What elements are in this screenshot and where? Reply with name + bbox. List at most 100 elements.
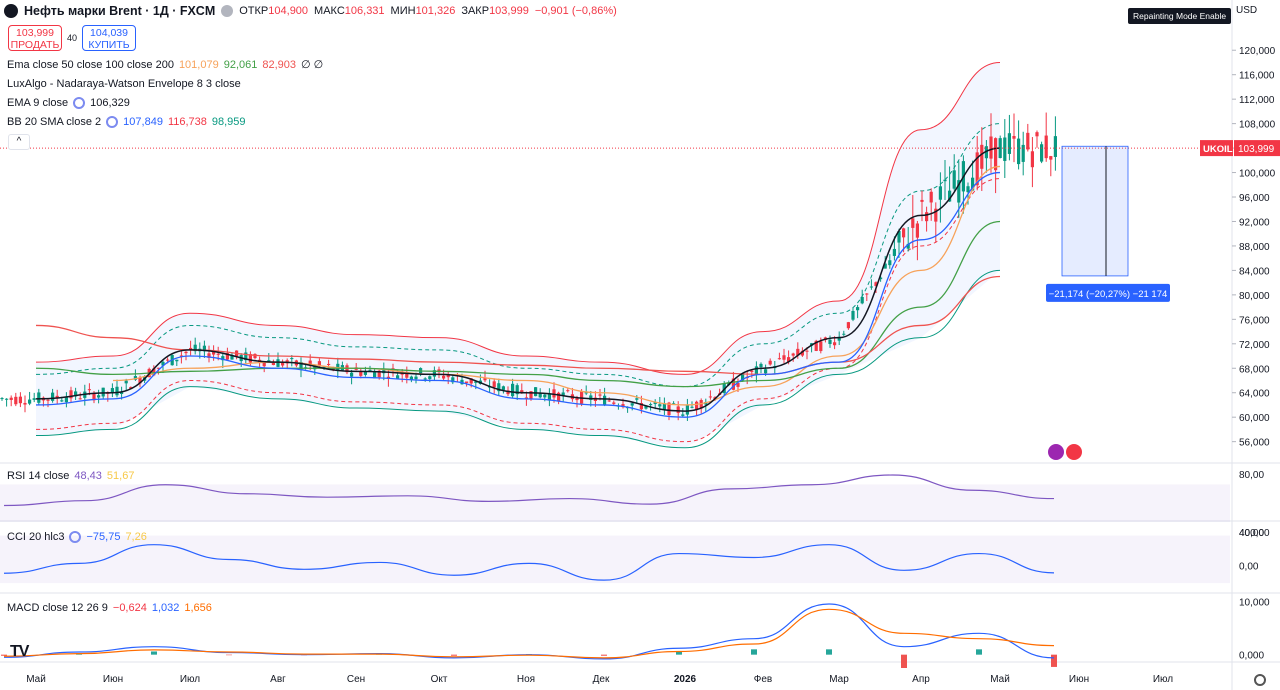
x-tick-label: Фев <box>754 674 772 685</box>
macd-histogram-bar <box>601 654 607 656</box>
y-tick-label: 56,000 <box>1239 438 1270 449</box>
cci-line-0 <box>3 544 1055 581</box>
x-tick-label: Окт <box>431 674 448 685</box>
candle-body <box>690 406 694 408</box>
macd-histogram-bar <box>151 651 157 655</box>
candle-body <box>64 397 68 403</box>
symbol-title[interactable]: Нефть марки Brent · 1Д · FXCM <box>24 4 216 18</box>
settings-icon[interactable] <box>69 531 82 543</box>
candle-body <box>796 348 800 356</box>
candle-body <box>621 404 625 408</box>
chart-header: Нефть марки Brent · 1Д · FXCM ОТКР 104,90… <box>4 4 617 18</box>
candle-body <box>741 374 745 381</box>
candle-body <box>1003 137 1007 161</box>
candle-body <box>833 342 837 346</box>
candle-body <box>368 369 372 371</box>
candle-body <box>764 369 768 374</box>
candle-body <box>994 138 998 171</box>
candle-body <box>879 277 883 280</box>
settings-icon[interactable] <box>106 116 119 128</box>
candle-body <box>133 376 137 380</box>
alert-flash-icon[interactable] <box>1048 444 1064 460</box>
y-tick-label: 116,000 <box>1239 71 1275 82</box>
cci-tick-label: 400,00 <box>1239 528 1270 539</box>
candle-body <box>244 352 248 361</box>
candle-body <box>842 333 846 335</box>
sell-price: 103,999 <box>16 27 54 39</box>
x-tick-label: Июн <box>103 674 123 685</box>
ema50-value: 101,079 <box>178 58 219 71</box>
candle-body <box>943 179 947 182</box>
macd-legend[interactable]: MACD close 12 26 9 −0,624 1,032 1,656 <box>7 602 212 614</box>
candle-body <box>915 223 919 238</box>
candle-body <box>681 414 685 416</box>
buy-label: КУПИТЬ <box>88 39 130 51</box>
ema9-label: EMA 9 close <box>7 97 69 109</box>
candle-body <box>138 377 142 384</box>
candle-body <box>782 355 786 360</box>
indicator-bb[interactable]: BB 20 SMA close 2 107,849 116,738 98,959 <box>7 116 246 128</box>
candle-body <box>92 393 96 401</box>
candle-body <box>865 293 869 295</box>
candle-body <box>515 385 519 395</box>
candle-body <box>612 402 616 404</box>
currency-selector[interactable]: USD <box>1236 5 1258 16</box>
candle-body <box>492 381 496 388</box>
candle-body <box>1026 132 1030 150</box>
candle-body <box>230 355 234 360</box>
bollinger-basis-line <box>35 171 1001 418</box>
bollinger-band-fill <box>36 62 1000 448</box>
candle-body <box>152 368 156 376</box>
y-tick-label: 112,000 <box>1239 95 1275 106</box>
news-flag-icon[interactable] <box>1066 444 1082 460</box>
candle-body <box>28 399 32 404</box>
candle-body <box>902 228 906 238</box>
change-value: −0,901 (−0,86%) <box>534 5 617 17</box>
candle-body <box>216 353 220 355</box>
y-tick-label: 80,000 <box>1239 291 1270 302</box>
candle-body <box>1035 132 1039 137</box>
candle-body <box>676 406 680 413</box>
candle-body <box>308 360 312 365</box>
cci-label: CCI 20 hlc3 <box>7 531 65 543</box>
macd-histogram-bar <box>901 654 907 668</box>
ema-line-ema100 <box>35 220 1001 388</box>
cci-legend[interactable]: CCI 20 hlc3 −75,75 7,26 <box>7 531 147 543</box>
tradingview-logo[interactable]: TV <box>10 643 29 660</box>
candle-body <box>377 370 381 378</box>
visibility-icon[interactable] <box>221 5 234 17</box>
candle-body <box>212 351 216 355</box>
candle-body <box>957 180 961 203</box>
candle-body <box>9 397 13 400</box>
settings-icon[interactable] <box>73 97 86 109</box>
candle-body <box>446 374 450 378</box>
candle-body <box>952 170 956 189</box>
buy-button[interactable]: 104,039 КУПИТЬ <box>82 25 136 51</box>
indicator-ema-multi[interactable]: Ema close 50 close 100 close 200 101,079… <box>7 58 323 72</box>
candle-body <box>1017 138 1021 165</box>
candle-body <box>1030 151 1034 168</box>
candle-body <box>520 390 524 394</box>
cci-ma-value: 7,26 <box>125 531 147 543</box>
rsi-legend[interactable]: RSI 14 close 48,43 51,67 <box>7 470 134 482</box>
rsi-band <box>0 484 1230 522</box>
candle-body <box>267 360 271 362</box>
candle-body <box>359 371 363 376</box>
candle-body <box>874 282 878 287</box>
candle-body <box>281 362 285 366</box>
bb-label: BB 20 SMA close 2 <box>7 116 102 128</box>
indicator-nw-envelope[interactable]: LuxAlgo - Nadaraya-Watson Envelope 8 3 c… <box>7 78 241 90</box>
chart-settings-icon[interactable] <box>1254 674 1266 686</box>
candle-body <box>179 355 183 357</box>
candle-body <box>860 296 864 304</box>
ema100-value: 92,061 <box>223 58 258 71</box>
candle-body <box>552 389 556 398</box>
candle-body <box>658 404 662 407</box>
sell-button[interactable]: 103,999 ПРОДАТЬ <box>8 25 62 51</box>
collapse-legend-button[interactable]: ^ <box>8 134 30 150</box>
candle-body <box>225 353 229 360</box>
indicator-ema9[interactable]: EMA 9 close 106,329 <box>7 97 130 109</box>
candle-body <box>819 341 823 352</box>
close-label: ЗАКР <box>461 5 490 17</box>
